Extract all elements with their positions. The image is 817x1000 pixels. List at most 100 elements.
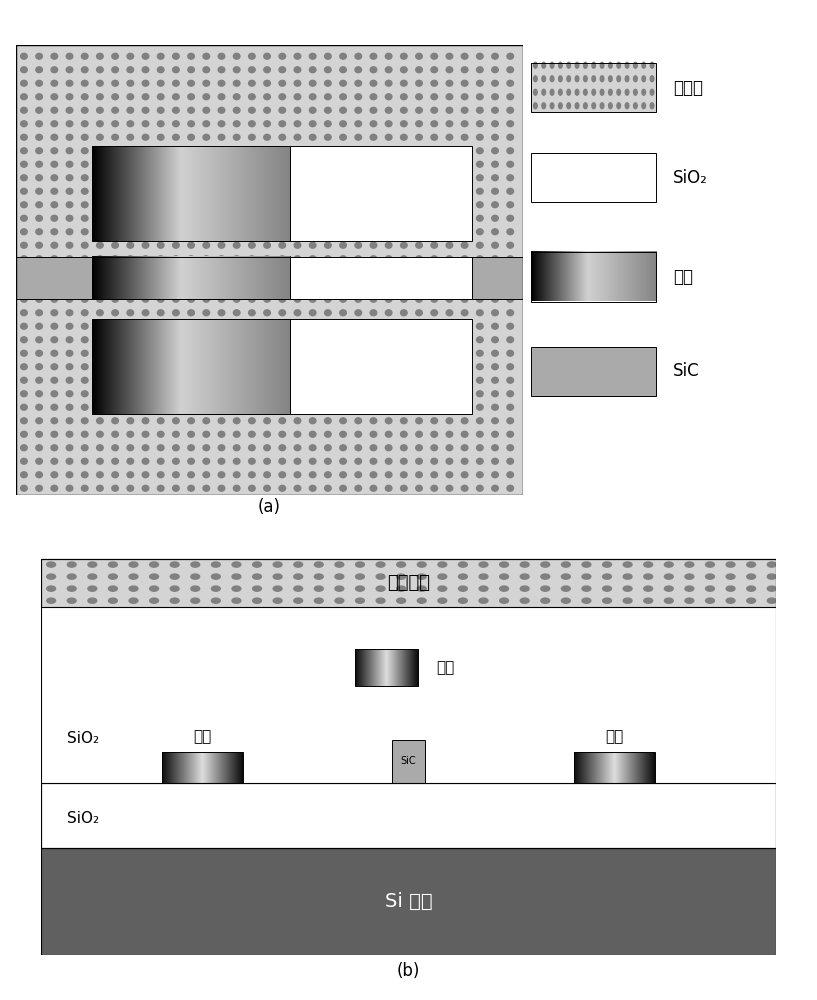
Circle shape (66, 485, 73, 491)
Circle shape (36, 472, 42, 478)
Circle shape (476, 269, 483, 275)
Circle shape (51, 404, 58, 410)
Circle shape (386, 67, 392, 73)
Circle shape (158, 418, 164, 424)
Circle shape (158, 364, 164, 370)
Circle shape (567, 62, 570, 68)
Circle shape (203, 121, 210, 127)
Circle shape (188, 418, 194, 424)
Bar (41, 783, 776, 848)
Circle shape (158, 94, 164, 100)
Circle shape (264, 323, 270, 329)
Circle shape (416, 229, 422, 235)
Circle shape (582, 598, 591, 603)
Text: (b): (b) (397, 962, 420, 980)
Circle shape (191, 586, 199, 591)
Circle shape (51, 485, 58, 491)
Circle shape (534, 62, 538, 68)
Circle shape (66, 256, 73, 262)
Circle shape (264, 188, 270, 194)
Circle shape (507, 80, 514, 86)
Circle shape (127, 364, 134, 370)
Circle shape (188, 269, 194, 275)
Circle shape (66, 148, 73, 154)
Circle shape (51, 391, 58, 397)
Circle shape (355, 283, 362, 289)
Circle shape (294, 188, 301, 194)
Circle shape (370, 215, 377, 221)
Circle shape (191, 574, 199, 579)
Circle shape (82, 472, 88, 478)
Circle shape (172, 148, 179, 154)
Circle shape (82, 323, 88, 329)
Circle shape (234, 175, 240, 181)
Circle shape (726, 574, 735, 579)
Circle shape (294, 323, 301, 329)
Circle shape (109, 598, 118, 603)
Circle shape (625, 62, 629, 68)
Circle shape (310, 134, 316, 140)
Circle shape (370, 323, 377, 329)
Circle shape (592, 103, 596, 109)
Circle shape (340, 445, 346, 451)
Circle shape (20, 445, 27, 451)
Circle shape (51, 431, 58, 437)
Circle shape (370, 80, 377, 86)
Circle shape (476, 94, 483, 100)
Circle shape (96, 391, 103, 397)
Circle shape (279, 377, 286, 383)
Circle shape (158, 337, 164, 343)
Circle shape (142, 202, 149, 208)
Circle shape (264, 202, 270, 208)
Circle shape (370, 337, 377, 343)
Circle shape (172, 242, 179, 248)
Circle shape (520, 562, 529, 567)
Circle shape (66, 391, 73, 397)
Circle shape (650, 76, 654, 82)
Circle shape (264, 445, 270, 451)
Circle shape (129, 598, 138, 603)
Circle shape (279, 148, 286, 154)
Circle shape (633, 62, 637, 68)
Circle shape (600, 89, 604, 95)
Circle shape (431, 67, 438, 73)
Circle shape (397, 562, 405, 567)
Circle shape (370, 148, 377, 154)
Circle shape (234, 229, 240, 235)
Circle shape (234, 283, 240, 289)
Circle shape (294, 404, 301, 410)
Circle shape (112, 391, 118, 397)
Circle shape (706, 586, 714, 591)
Circle shape (51, 269, 58, 275)
Circle shape (492, 134, 498, 140)
Circle shape (726, 586, 735, 591)
Circle shape (127, 121, 134, 127)
Circle shape (218, 175, 225, 181)
Circle shape (172, 404, 179, 410)
Circle shape (218, 215, 225, 221)
Circle shape (416, 256, 422, 262)
Circle shape (324, 364, 331, 370)
Circle shape (476, 188, 483, 194)
Circle shape (264, 256, 270, 262)
Circle shape (158, 161, 164, 167)
Text: SiO₂: SiO₂ (673, 169, 708, 187)
Circle shape (400, 283, 407, 289)
Circle shape (294, 310, 301, 316)
Circle shape (158, 67, 164, 73)
Circle shape (20, 134, 27, 140)
Circle shape (264, 472, 270, 478)
Circle shape (172, 202, 179, 208)
Circle shape (47, 574, 56, 579)
Circle shape (203, 445, 210, 451)
Circle shape (370, 458, 377, 464)
Circle shape (234, 188, 240, 194)
Circle shape (172, 161, 179, 167)
Circle shape (66, 377, 73, 383)
Circle shape (767, 598, 776, 603)
Circle shape (112, 94, 118, 100)
Circle shape (633, 76, 637, 82)
Bar (531, 153, 656, 202)
Circle shape (340, 242, 346, 248)
Circle shape (400, 80, 407, 86)
